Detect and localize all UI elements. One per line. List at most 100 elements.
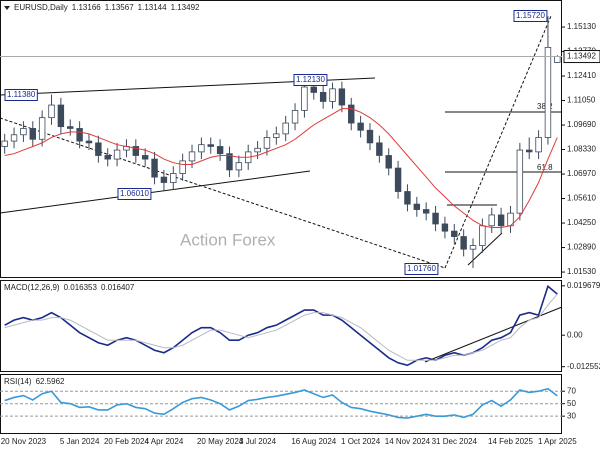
trend-line xyxy=(0,170,311,214)
x-tick-label: 16 Aug 2024 xyxy=(291,437,336,446)
macd-panel xyxy=(0,280,562,372)
header-text: 1.13166 xyxy=(72,3,101,12)
y-tick-label: 0.00 xyxy=(567,330,583,339)
candle-body xyxy=(376,142,383,156)
candle-body xyxy=(441,223,449,232)
candle-body xyxy=(20,128,27,136)
candle-body xyxy=(366,129,374,144)
candle-body xyxy=(394,167,402,192)
candle-body xyxy=(516,149,524,214)
indicator-line xyxy=(4,387,558,419)
annotation: 1.06010 xyxy=(120,189,149,198)
annotation: 1.11380 xyxy=(7,90,36,99)
candle-body xyxy=(188,151,196,162)
header-text: 1.13492 xyxy=(171,3,200,12)
candle-body xyxy=(151,158,158,178)
header-text: 1.13144 xyxy=(138,3,167,12)
annotation-box xyxy=(513,10,548,22)
candle-body xyxy=(132,146,140,156)
candle-body xyxy=(451,230,458,237)
x-tick-label: 20 Feb 2024 xyxy=(104,437,149,446)
y-tick-label: 1.04250 xyxy=(567,218,596,227)
y-tick-label: 1.05610 xyxy=(567,194,596,203)
annotation: 1.15720 xyxy=(516,11,545,20)
candle-body xyxy=(170,173,177,183)
candle-body xyxy=(319,92,327,102)
candle-body xyxy=(310,86,317,93)
y-tick-label: 1.01530 xyxy=(567,267,596,276)
candle-body xyxy=(422,209,430,214)
candle-body xyxy=(273,133,280,138)
x-tick-label: 14 Nov 2024 xyxy=(385,437,431,446)
candle-body xyxy=(160,176,168,183)
y-tick-label: 70 xyxy=(567,386,576,395)
candle-body xyxy=(113,149,121,160)
annotation-box xyxy=(293,74,328,86)
watermark: Action Forex xyxy=(180,230,276,249)
candle-body xyxy=(141,155,149,160)
candle-body xyxy=(104,155,111,160)
macd-trend-line xyxy=(424,306,563,363)
candle-body xyxy=(526,149,533,153)
candle-body xyxy=(413,203,421,210)
candle-body xyxy=(497,214,505,227)
annotation-box xyxy=(117,188,152,200)
candle-body xyxy=(385,155,392,169)
header-text: RSI(14) xyxy=(4,377,32,386)
x-tick-label: 5 Jan 2024 xyxy=(60,437,100,446)
candle-body xyxy=(329,88,336,102)
candle-body xyxy=(301,86,308,111)
y-tick-label: 1.06970 xyxy=(567,169,596,178)
candle-body xyxy=(469,245,477,250)
candle-body xyxy=(432,212,439,225)
header-text: EURUSD,Daily xyxy=(14,3,68,12)
last-price-box xyxy=(563,50,600,64)
candle-body xyxy=(544,46,552,138)
annotation: 1.01760 xyxy=(407,264,436,273)
annotation-box xyxy=(4,89,38,101)
candle-body xyxy=(479,225,486,246)
x-tick-label: 20 May 2024 xyxy=(197,437,244,446)
candle-body xyxy=(460,236,467,250)
x-tick-label: 14 Feb 2025 xyxy=(488,437,533,446)
candle-body xyxy=(76,128,83,142)
candle-body xyxy=(207,144,214,147)
y-tick-label: 1.12410 xyxy=(567,71,596,80)
candle-body xyxy=(198,144,205,153)
candle-body xyxy=(48,104,55,119)
y-tick-label: 1.11050 xyxy=(567,96,596,105)
header-text: 0.016407 xyxy=(101,283,135,292)
y-tick-label: -0.012552 xyxy=(567,362,600,371)
candle-body xyxy=(282,122,289,135)
x-tick-label: 1 Apr 2025 xyxy=(538,437,577,446)
annotation: 1.12130 xyxy=(296,75,325,84)
candle-body xyxy=(29,128,36,140)
candle-body xyxy=(38,117,46,140)
y-tick-label: 30 xyxy=(567,411,576,420)
dashed-line xyxy=(444,15,552,269)
header-text: 62.5962 xyxy=(36,377,65,386)
annotation-box xyxy=(404,263,439,275)
candle-body xyxy=(554,56,561,63)
x-tick-label: 1 Oct 2024 xyxy=(341,437,381,446)
triangle-line xyxy=(467,232,503,266)
x-tick-label: 20 Nov 2023 xyxy=(1,437,47,446)
candle-body xyxy=(348,104,355,124)
candle-body xyxy=(216,146,224,155)
candle-body xyxy=(95,142,102,156)
header-text: 1.13567 xyxy=(105,3,134,12)
last-price-label: 1.13492 xyxy=(567,52,596,61)
candle-body xyxy=(179,160,186,174)
candle-body xyxy=(338,88,346,106)
candle-body xyxy=(226,153,233,171)
candle-body xyxy=(67,126,74,129)
indicator-line xyxy=(4,284,558,367)
candle-body xyxy=(404,191,411,205)
candle-body xyxy=(10,134,18,142)
candle-body xyxy=(1,140,8,147)
y-tick-label: 50 xyxy=(567,399,576,408)
y-tick-label: 1.08330 xyxy=(567,145,596,154)
y-tick-label: 1.15130 xyxy=(567,22,596,31)
candle-body xyxy=(235,162,243,171)
candle-body xyxy=(535,137,542,153)
